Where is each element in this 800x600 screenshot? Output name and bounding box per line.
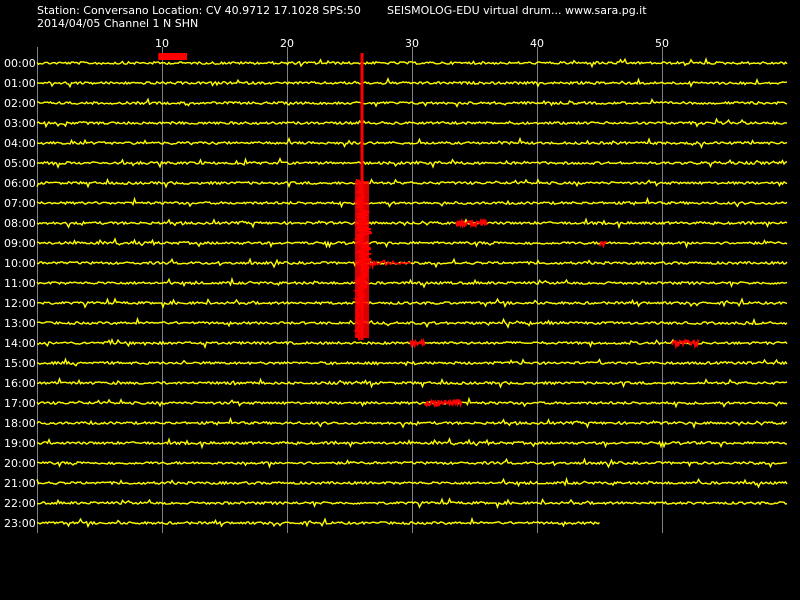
hour-label: 12:00 xyxy=(4,297,36,310)
trace-line xyxy=(36,276,788,289)
minute-tick-label: 30 xyxy=(405,37,419,50)
date-channel-text: 2014/04/05 Channel 1 N SHN xyxy=(37,17,199,30)
hour-label: 07:00 xyxy=(4,197,36,210)
trace-line xyxy=(36,316,788,329)
minute-tick-label: 40 xyxy=(530,37,544,50)
hour-label: 20:00 xyxy=(4,457,36,470)
hour-label: 21:00 xyxy=(4,477,36,490)
trace-line xyxy=(36,457,788,469)
trace-line xyxy=(36,57,788,69)
hour-label: 09:00 xyxy=(4,237,36,250)
main-shock-tail xyxy=(368,258,411,270)
event-marker-block xyxy=(158,53,187,60)
trace-line xyxy=(36,136,788,150)
event-marker xyxy=(423,398,463,408)
hour-label: 08:00 xyxy=(4,217,36,230)
trace-line xyxy=(36,117,788,129)
trace-line xyxy=(36,77,788,89)
hour-label: 19:00 xyxy=(4,437,36,450)
trace-line xyxy=(36,516,600,529)
trace-line xyxy=(37,376,788,389)
event-marker xyxy=(408,337,426,349)
trace-line xyxy=(36,396,788,409)
hour-label: 05:00 xyxy=(4,157,36,170)
trace-line xyxy=(36,497,788,510)
hour-label: 03:00 xyxy=(4,117,36,130)
main-shock-envelope xyxy=(355,181,369,338)
trace-line xyxy=(36,217,788,230)
hour-label: 13:00 xyxy=(4,317,36,330)
brand-text: SEISMOLOG-EDU virtual drum... www.sara.p… xyxy=(387,4,647,17)
trace-line xyxy=(36,237,788,249)
hour-label: 15:00 xyxy=(4,357,36,370)
hour-label: 16:00 xyxy=(4,377,36,390)
hour-label: 06:00 xyxy=(4,177,36,190)
hour-label: 00:00 xyxy=(4,57,36,70)
trace-line xyxy=(36,476,788,489)
minute-tick-label: 10 xyxy=(155,37,169,50)
hour-label: 17:00 xyxy=(4,397,36,410)
hour-label: 22:00 xyxy=(4,497,36,510)
trace-line xyxy=(36,177,788,189)
trace-line xyxy=(36,297,788,310)
hour-label: 23:00 xyxy=(4,517,36,530)
event-marker xyxy=(671,338,700,350)
event-marker xyxy=(598,240,608,249)
trace-line xyxy=(37,97,788,108)
hour-label: 18:00 xyxy=(4,417,36,430)
trace-line xyxy=(36,416,788,430)
trace-line xyxy=(36,437,787,450)
minute-tick-label: 50 xyxy=(655,37,669,50)
trace-line xyxy=(36,357,788,367)
hour-label: 11:00 xyxy=(4,277,36,290)
station-info-text: Station: Conversano Location: CV 40.9712… xyxy=(37,4,361,17)
hour-label: 10:00 xyxy=(4,257,36,270)
minute-tick-label: 20 xyxy=(280,37,294,50)
trace-line xyxy=(36,196,788,209)
trace-line xyxy=(36,157,788,169)
hour-label: 14:00 xyxy=(4,337,36,350)
trace-line xyxy=(36,257,788,269)
hour-label: 01:00 xyxy=(4,77,36,90)
event-marker xyxy=(454,217,488,229)
hour-label: 02:00 xyxy=(4,97,36,110)
hour-label: 04:00 xyxy=(4,137,36,150)
